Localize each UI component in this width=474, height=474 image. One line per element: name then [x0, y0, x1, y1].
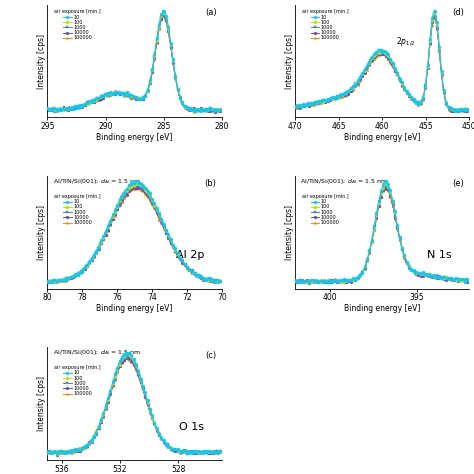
Text: Al/TiN/Si(001); $d_{Al}$ = 1.5 nm: Al/TiN/Si(001); $d_{Al}$ = 1.5 nm: [53, 348, 141, 357]
Text: Al 2p: Al 2p: [176, 250, 204, 260]
X-axis label: Binding energy [eV]: Binding energy [eV]: [96, 304, 173, 313]
Y-axis label: Intensity [cps]: Intensity [cps]: [284, 205, 293, 260]
Text: Al/TiN/Si(001); $d_{Al}$ = 1.5 nm: Al/TiN/Si(001); $d_{Al}$ = 1.5 nm: [300, 177, 388, 186]
Text: $2p_{1/2}$: $2p_{1/2}$: [396, 35, 416, 47]
Legend: 10, 100, 1000, 10000, 100000: 10, 100, 1000, 10000, 100000: [301, 193, 349, 226]
Text: O 1s: O 1s: [179, 421, 204, 432]
Y-axis label: Intensity [cps]: Intensity [cps]: [37, 376, 46, 431]
X-axis label: Binding energy [eV]: Binding energy [eV]: [344, 304, 420, 313]
X-axis label: Binding energy [eV]: Binding energy [eV]: [96, 133, 173, 142]
Text: (a): (a): [205, 8, 217, 17]
Y-axis label: Intensity [cps]: Intensity [cps]: [284, 34, 293, 89]
X-axis label: Binding energy [eV]: Binding energy [eV]: [344, 133, 420, 142]
Text: N 1s: N 1s: [427, 250, 452, 260]
Text: (e): (e): [452, 179, 464, 188]
Text: (c): (c): [205, 351, 217, 359]
Legend: 10, 100, 1000, 10000, 100000: 10, 100, 1000, 10000, 100000: [53, 9, 102, 41]
Legend: 10, 100, 1000, 10000, 100000: 10, 100, 1000, 10000, 100000: [53, 193, 102, 226]
Legend: 10, 100, 1000, 10000, 100000: 10, 100, 1000, 10000, 100000: [53, 364, 102, 397]
Y-axis label: Intensity [cps]: Intensity [cps]: [37, 205, 46, 260]
Text: (d): (d): [452, 8, 464, 17]
Text: (b): (b): [205, 179, 217, 188]
Legend: 10, 100, 1000, 10000, 100000: 10, 100, 1000, 10000, 100000: [301, 9, 349, 41]
Y-axis label: Intensity [cps]: Intensity [cps]: [37, 34, 46, 89]
Text: Al/TiN/Si(001); $d_{Al}$ = 1.5 nm: Al/TiN/Si(001); $d_{Al}$ = 1.5 nm: [53, 177, 141, 186]
